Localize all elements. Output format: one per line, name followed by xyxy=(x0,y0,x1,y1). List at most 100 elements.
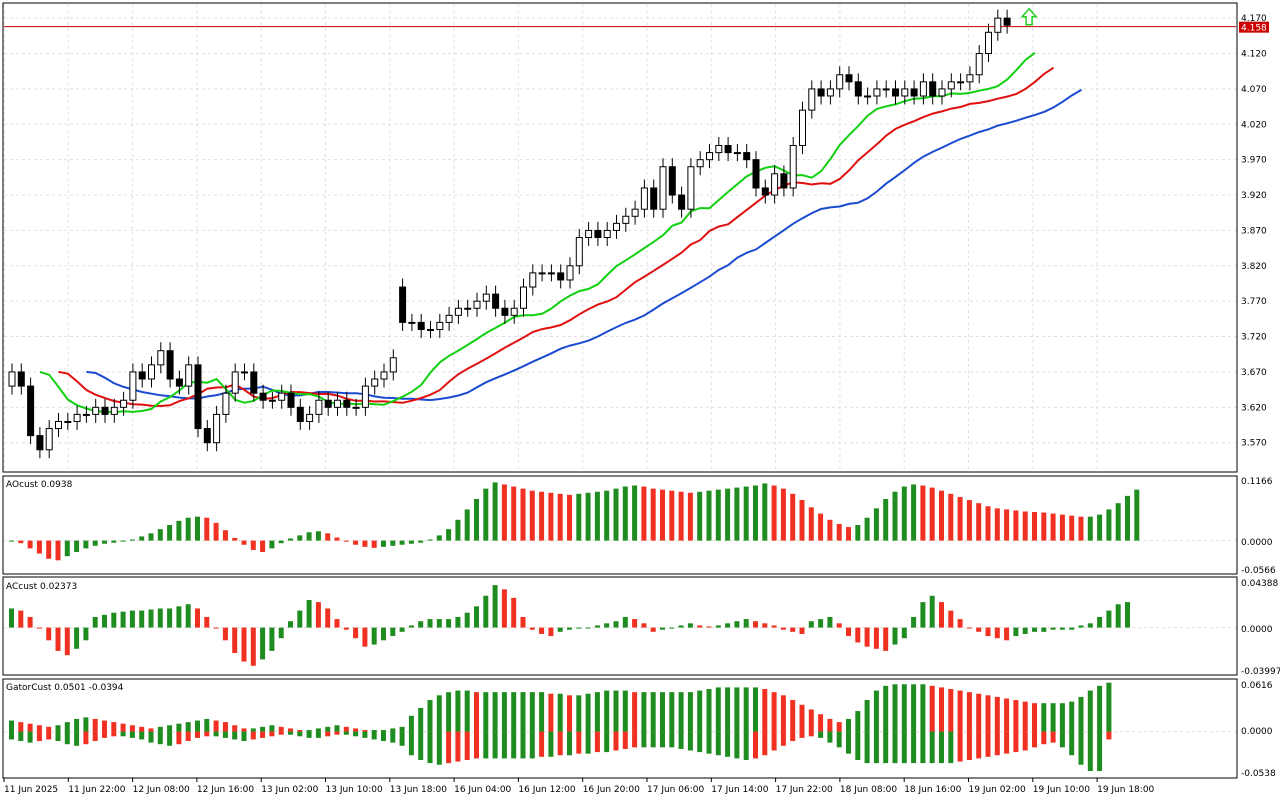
gator-lower-bar xyxy=(1059,731,1065,748)
gator-lower-bar xyxy=(632,731,638,748)
ac-bar xyxy=(1022,627,1028,634)
gator-upper-bar xyxy=(1050,703,1056,732)
ac-bar xyxy=(864,627,870,647)
ac-bar xyxy=(18,610,24,628)
gator-lower-bar xyxy=(362,731,368,738)
ao-bar xyxy=(539,491,545,541)
gator-lower-bar xyxy=(167,731,173,746)
ac-bar xyxy=(632,619,638,628)
gator-lower-bar xyxy=(529,731,535,759)
ac-bar xyxy=(1041,627,1047,632)
ac-bar xyxy=(399,627,405,632)
gator-upper-bar xyxy=(957,690,963,732)
ac-bar xyxy=(920,602,926,628)
ao-bar xyxy=(213,522,219,541)
ao-bar xyxy=(120,540,126,542)
ao-bar xyxy=(641,486,647,541)
ac-bar xyxy=(948,610,954,628)
gator-upper-bar xyxy=(557,693,563,732)
gator-lower-bar xyxy=(539,731,545,757)
gator-upper-bar xyxy=(669,692,675,732)
price-tick-label: 3.820 xyxy=(1241,262,1267,272)
ao-bar xyxy=(399,540,405,545)
ao-bar xyxy=(622,486,628,541)
price-tick-label: 3.970 xyxy=(1241,156,1267,166)
candle-body xyxy=(482,293,490,302)
gator-upper-bar xyxy=(418,707,424,732)
ao-bar xyxy=(883,499,889,541)
ac-bar xyxy=(697,625,703,628)
gator-upper-bar xyxy=(911,684,917,732)
candle-body xyxy=(975,53,983,76)
gator-lower-bar xyxy=(102,731,107,738)
gator-lower-bar xyxy=(1069,731,1075,756)
ao-bar xyxy=(111,540,117,543)
ac-bar xyxy=(185,604,191,628)
ao-bar xyxy=(1125,495,1130,541)
gator-upper-bar xyxy=(613,690,619,732)
ac-bar xyxy=(706,626,712,628)
candle-body xyxy=(715,145,723,154)
gator-upper-bar xyxy=(157,726,163,732)
candle-body xyxy=(529,272,537,288)
candle-body xyxy=(678,194,686,210)
gator-upper-bar xyxy=(1004,698,1010,732)
ac-bar xyxy=(260,627,266,660)
ac-bar xyxy=(343,627,349,630)
gator-lower-bar xyxy=(725,731,731,757)
gator-upper-bar xyxy=(604,690,610,732)
ao-bar xyxy=(1115,503,1121,541)
gator-lower-bar xyxy=(399,731,405,746)
ac-bar xyxy=(1078,625,1084,628)
gator-lower-bar xyxy=(799,731,805,738)
candle-body xyxy=(613,222,620,231)
gator-upper-bar xyxy=(818,714,824,732)
ac-bar xyxy=(139,610,145,628)
x-axis-label: 13 Jun 10:00 xyxy=(326,785,383,795)
ac-bar xyxy=(939,602,944,628)
gator-lower-bar xyxy=(232,731,238,740)
ao-bar xyxy=(511,486,517,541)
gator-lower-bar xyxy=(260,731,266,738)
ao-bar xyxy=(1059,514,1065,541)
price-tick-label: 3.620 xyxy=(1241,403,1267,413)
gator-upper-bar xyxy=(1032,703,1037,732)
ao-bar xyxy=(660,489,665,541)
gator-upper-bar xyxy=(771,692,777,732)
ao-bar xyxy=(678,491,684,541)
ao-bar xyxy=(83,540,89,549)
ao-bar xyxy=(613,488,619,541)
ac-bar xyxy=(780,627,786,630)
gator-lower-bar xyxy=(1041,731,1047,745)
ao-bar xyxy=(297,535,303,541)
ac-bar xyxy=(111,612,117,628)
gator-lower-bar xyxy=(818,731,824,738)
ac-bar xyxy=(808,621,814,628)
gator-lower-bar xyxy=(36,731,42,742)
ao-bar xyxy=(855,525,861,541)
ao-bar xyxy=(381,540,386,547)
candle-body xyxy=(706,152,713,161)
ac-bar xyxy=(129,610,135,628)
gator-lower-bar xyxy=(641,731,647,748)
ac-bar xyxy=(994,627,1000,639)
candle-body xyxy=(8,371,16,387)
gator-lower-bar xyxy=(9,731,14,740)
price-tick-label: 3.570 xyxy=(1241,439,1267,449)
x-axis-label: 19 Jun 10:00 xyxy=(1033,785,1090,795)
gator-upper-bar xyxy=(315,728,321,732)
gator-lower-bar xyxy=(195,731,200,738)
gator-lower-bar xyxy=(83,731,89,745)
gator-lower-bar xyxy=(1097,731,1103,772)
gator-lower-bar xyxy=(381,731,386,742)
ao-bar xyxy=(790,493,796,541)
candle-body xyxy=(575,237,583,267)
candle-body xyxy=(901,88,909,97)
gator-upper-bar xyxy=(27,723,33,732)
gator-upper-bar xyxy=(1069,701,1075,732)
ao-bar xyxy=(1041,512,1047,541)
candle-body xyxy=(287,392,295,408)
ac-bar xyxy=(167,608,173,628)
ac-bar xyxy=(1106,610,1112,628)
